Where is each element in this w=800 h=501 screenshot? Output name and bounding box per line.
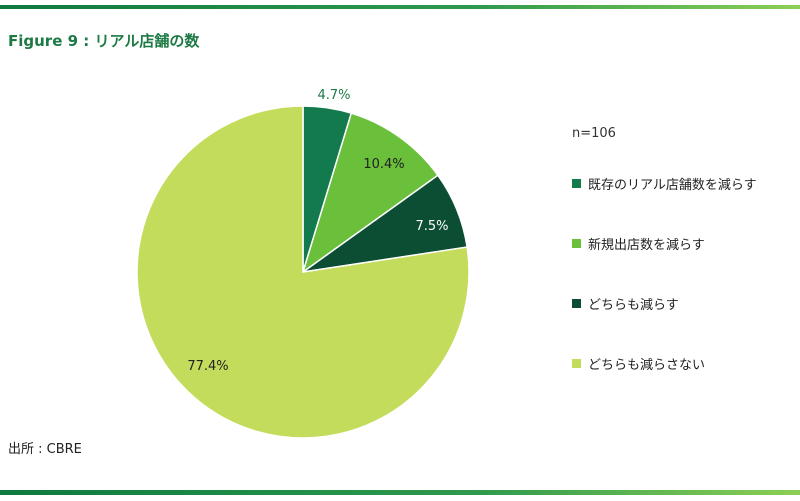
- bottom-accent-bar: [0, 490, 800, 495]
- top-accent-bar: [0, 5, 800, 9]
- legend-item-4: どちらも減らさない: [572, 354, 706, 373]
- pie-slice-2: [301, 112, 439, 274]
- slice-value-label-2: 10.4%: [363, 157, 404, 172]
- legend-label: 既存のリアル店舗数を減らす: [588, 177, 757, 193]
- pie-slice-4: [136, 105, 470, 439]
- legend-swatch: [572, 358, 581, 368]
- sample-size-label: n=106: [572, 126, 616, 141]
- chart-title: Figure 9 : リアル店舗の数: [8, 32, 200, 50]
- legend-label: どちらも減らさない: [588, 357, 706, 373]
- legend-item-3: どちらも減らす: [572, 294, 679, 313]
- slice-value-label-4: 77.4%: [187, 359, 228, 374]
- legend-swatch: [572, 178, 581, 188]
- slice-value-label-1: 4.7%: [317, 88, 350, 103]
- chart-legend: 既存のリアル店舗数を減らす 新規出店数を減らす どちらも減らすどちらも減らさない: [572, 0, 797, 501]
- legend-swatch: [572, 298, 581, 308]
- legend-item-2: 新規出店数を減らす: [572, 234, 705, 253]
- legend-label: 新規出店数を減らす: [588, 237, 705, 253]
- legend-swatch: [572, 238, 581, 248]
- legend-item-1: 既存のリアル店舗数を減らす: [572, 174, 757, 193]
- legend-label: どちらも減らす: [588, 297, 679, 313]
- source-note: 出所 : CBRE: [8, 442, 82, 457]
- slice-value-label-3: 7.5%: [415, 219, 448, 234]
